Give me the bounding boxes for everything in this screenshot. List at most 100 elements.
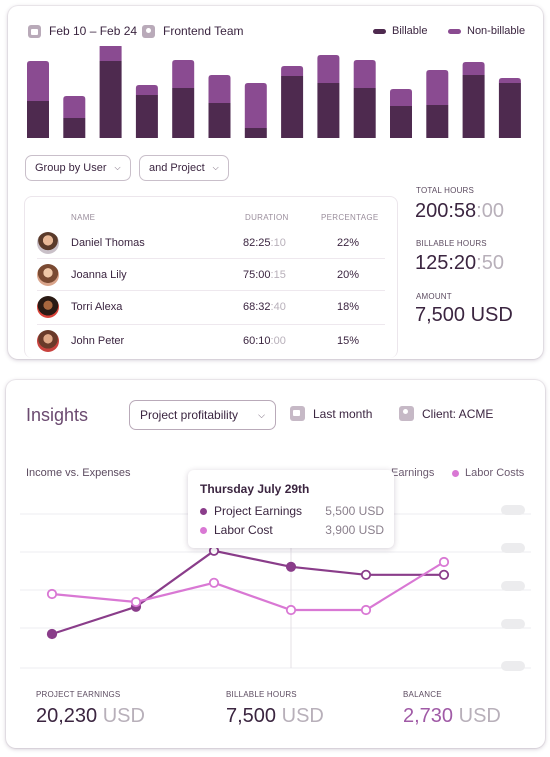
y-tick-placeholder xyxy=(501,581,525,591)
bar-billable[interactable] xyxy=(172,88,195,138)
avatar xyxy=(37,232,59,254)
bar-billable[interactable] xyxy=(317,83,340,138)
bar-nonbillable[interactable] xyxy=(99,46,122,61)
earnings-dot xyxy=(200,507,207,515)
balance-value: 2,730 USD xyxy=(403,705,501,727)
labor-point[interactable] xyxy=(46,588,58,600)
project-earnings-label: PROJECT EARNINGS xyxy=(36,690,121,699)
bar-nonbillable[interactable] xyxy=(135,85,158,95)
bar-nonbillable[interactable] xyxy=(172,60,195,88)
tooltip-row-labor: Labor Cost 3,900 USD xyxy=(200,523,384,537)
labor-point[interactable] xyxy=(130,596,142,608)
team-filter[interactable]: Frontend Team xyxy=(142,24,244,38)
total-hours-value: 200:58:00 xyxy=(415,200,504,222)
client-filter[interactable]: Client: ACME xyxy=(399,406,493,421)
group-by-label: Group by User xyxy=(35,162,107,174)
bar-nonbillable[interactable] xyxy=(244,83,267,128)
chevron-down-icon: ⌵ xyxy=(114,163,121,172)
report-type-label: Project profitability xyxy=(140,408,239,422)
bar-billable[interactable] xyxy=(281,76,304,138)
user-name: Daniel Thomas xyxy=(71,237,145,249)
labor-dot xyxy=(200,526,207,534)
bar-billable[interactable] xyxy=(99,61,122,138)
billable-hours-label: BILLABLE HOURS xyxy=(226,690,297,699)
client-icon xyxy=(399,406,414,421)
bar-billable[interactable] xyxy=(462,75,485,138)
labor-point[interactable] xyxy=(360,604,372,616)
percentage: 15% xyxy=(337,335,360,347)
billable-hours-value: 125:20:50 xyxy=(415,252,504,274)
earnings-point[interactable] xyxy=(285,561,297,572)
tooltip-value: 3,900 USD xyxy=(325,523,384,537)
tooltip-value: 5,500 USD xyxy=(325,504,384,518)
user-table: NAME DURATION PERCENTAGE Daniel Thomas 8… xyxy=(24,196,398,358)
legend-billable-label: Billable xyxy=(392,25,428,37)
bar-nonbillable[interactable] xyxy=(27,61,49,101)
nonbillable-swatch xyxy=(448,28,461,34)
y-tick-placeholder xyxy=(501,505,525,515)
bar-billable[interactable] xyxy=(135,95,158,138)
bar-billable[interactable] xyxy=(390,106,412,138)
col-header-percentage[interactable]: PERCENTAGE xyxy=(321,213,379,222)
labor-point[interactable] xyxy=(285,604,297,616)
col-header-duration[interactable]: DURATION xyxy=(245,213,289,222)
group-by-user-dropdown[interactable]: Group by User ⌵ xyxy=(25,155,131,181)
duration: 75:00:15 xyxy=(243,269,286,281)
table-row[interactable]: Daniel Thomas 82:25:10 22% xyxy=(37,227,385,259)
bar-nonbillable[interactable] xyxy=(462,62,485,75)
bar-nonbillable[interactable] xyxy=(281,66,304,76)
earnings-point[interactable] xyxy=(438,569,450,580)
avatar xyxy=(37,264,59,286)
bar-nonbillable[interactable] xyxy=(317,55,340,83)
legend-nonbillable-label: Non-billable xyxy=(467,25,526,37)
billable-swatch xyxy=(373,28,386,34)
client-label: Client: ACME xyxy=(422,406,494,421)
bar-nonbillable[interactable] xyxy=(208,75,231,103)
duration: 82:25:10 xyxy=(243,237,286,249)
duration: 68:32:40 xyxy=(243,301,286,313)
earnings-point[interactable] xyxy=(46,628,58,640)
legend-earnings: Earnings xyxy=(391,467,434,479)
period-filter[interactable]: Last month xyxy=(290,406,372,421)
bar-billable[interactable] xyxy=(426,105,449,138)
table-row[interactable]: John Peter 60:10:00 15% xyxy=(37,325,385,357)
bar-nonbillable[interactable] xyxy=(498,78,521,83)
chevron-down-icon: ⌵ xyxy=(258,409,265,420)
chevron-down-icon: ⌵ xyxy=(212,163,219,172)
labor-point[interactable] xyxy=(208,577,220,588)
page-title: Insights xyxy=(26,405,89,425)
percentage: 18% xyxy=(337,301,360,313)
earnings-point[interactable] xyxy=(360,569,372,580)
billable-hours-label: BILLABLE HOURS xyxy=(416,239,487,248)
amount-label: AMOUNT xyxy=(416,292,452,301)
col-header-name[interactable]: NAME xyxy=(71,213,96,222)
bar-nonbillable[interactable] xyxy=(390,89,412,106)
table-row[interactable]: Joanna Lily 75:00:15 20% xyxy=(37,259,385,291)
tooltip-row-earnings: Project Earnings 5,500 USD xyxy=(200,504,384,518)
user-name: John Peter xyxy=(71,335,125,347)
bar-billable[interactable] xyxy=(353,88,376,138)
bar-billable[interactable] xyxy=(244,128,267,138)
calendar-icon xyxy=(28,24,41,38)
bar-billable[interactable] xyxy=(498,83,521,138)
bar-billable[interactable] xyxy=(63,118,86,138)
bar-nonbillable[interactable] xyxy=(353,60,376,88)
calendar-icon xyxy=(290,406,305,421)
labor-point[interactable] xyxy=(438,556,450,568)
timesheet-report-card: Feb 10 – Feb 24 Frontend Team Billable N… xyxy=(8,6,543,359)
tooltip-title: Thursday July 29th xyxy=(200,482,310,496)
legend-labor-label: Labor Costs xyxy=(465,467,525,479)
bar-nonbillable[interactable] xyxy=(426,70,449,105)
total-hours-label: TOTAL HOURS xyxy=(416,186,475,195)
bar-billable[interactable] xyxy=(27,101,49,138)
table-row[interactable]: Torri Alexa 68:32:40 18% xyxy=(37,291,385,325)
amount-value: 7,500 USD xyxy=(415,304,513,326)
date-range-filter[interactable]: Feb 10 – Feb 24 xyxy=(28,24,137,38)
tooltip-label: Project Earnings xyxy=(214,504,303,518)
project-earnings-value: 20,230 USD xyxy=(36,705,145,727)
report-type-dropdown[interactable]: Project profitability ⌵ xyxy=(129,400,276,430)
bar-nonbillable[interactable] xyxy=(63,96,86,118)
bar-billable[interactable] xyxy=(208,103,231,138)
user-name: Joanna Lily xyxy=(71,269,127,281)
and-project-dropdown[interactable]: and Project ⌵ xyxy=(139,155,229,181)
